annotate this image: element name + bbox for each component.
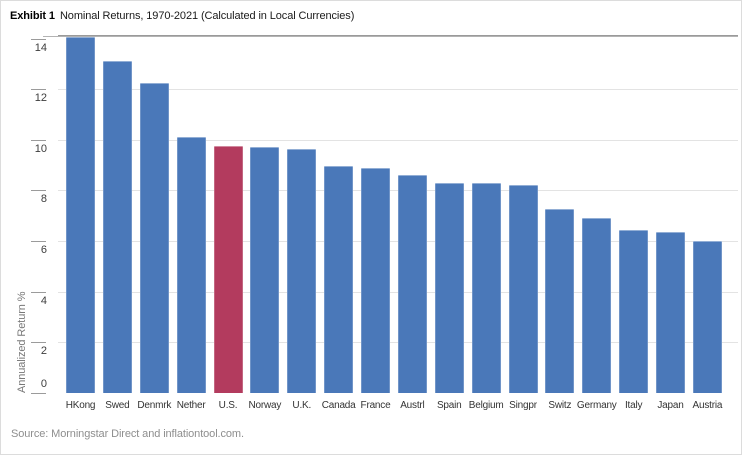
bar-column-france: France <box>361 36 391 411</box>
bar-column-swed: Swed <box>102 36 132 411</box>
bar-denmrk <box>139 83 169 393</box>
x-label-nether: Nether <box>176 400 206 411</box>
bar-swed <box>102 61 132 393</box>
bar-column-belgium: Belgium <box>469 36 504 411</box>
bar-austria <box>692 241 722 393</box>
y-tick-label-0: 0 <box>40 378 47 390</box>
y-tick-2 <box>31 342 46 343</box>
chart-title: Exhibit 1 Nominal Returns, 1970-2021 (Cal… <box>10 10 354 22</box>
x-label-italy: Italy <box>624 400 643 411</box>
y-tick-0 <box>31 393 46 394</box>
bar-uk <box>287 149 317 393</box>
y-tick-label-4: 4 <box>40 295 47 307</box>
x-label-norway: Norway <box>248 400 282 411</box>
bar-hkong <box>66 37 95 393</box>
bar-column-singpr: Singpr <box>508 36 538 411</box>
bar-germany <box>582 218 612 393</box>
bar-column-japan: Japan <box>656 36 685 411</box>
bar-column-denmrk: Denmrk <box>137 36 171 411</box>
x-label-hkong: HKong <box>65 400 96 411</box>
x-label-japan: Japan <box>657 400 684 411</box>
bar-norway <box>250 147 280 393</box>
source-note: Source: Morningstar Direct and inflation… <box>11 428 244 440</box>
y-tick-4 <box>31 292 46 293</box>
bar-spain <box>434 183 464 393</box>
y-tick-6 <box>31 241 46 242</box>
bar-switz <box>545 209 575 393</box>
x-label-spain: Spain <box>436 400 462 411</box>
bar-nether <box>176 137 206 393</box>
x-label-austrl: Austrl <box>400 400 425 411</box>
bar-italy <box>619 230 649 393</box>
y-axis-title: Annualized Return % <box>16 291 28 393</box>
x-label-austria: Austria <box>692 400 723 411</box>
bar-column-germany: Germany <box>577 36 617 411</box>
y-tick-8 <box>31 190 46 191</box>
x-label-uk: U.K. <box>292 400 312 411</box>
chart-title-text: Nominal Returns, 1970-2021 (Calculated i… <box>59 10 355 22</box>
bar-column-norway: Norway <box>249 36 281 411</box>
x-label-us: U.S. <box>218 400 238 411</box>
x-label-switz: Switz <box>548 400 572 411</box>
bar-column-hkong: HKong <box>66 36 95 411</box>
x-label-belgium: Belgium <box>468 400 504 411</box>
bar-column-switz: Switz <box>545 36 575 411</box>
x-axis-baseline <box>43 36 738 37</box>
y-tick-label-8: 8 <box>40 193 47 205</box>
y-tick-label-10: 10 <box>34 143 47 155</box>
bar-singpr <box>508 185 538 393</box>
y-tick-label-12: 12 <box>34 92 47 104</box>
bar-canada <box>324 166 354 393</box>
bar-belgium <box>471 183 501 393</box>
bar-column-us: U.S. <box>213 36 243 411</box>
x-label-france: France <box>360 400 391 411</box>
x-label-singpr: Singpr <box>509 400 537 411</box>
bar-column-italy: Italy <box>619 36 649 411</box>
bar-column-spain: Spain <box>434 36 464 411</box>
bar-us <box>213 146 243 393</box>
exhibit-label: Exhibit 1 <box>10 10 55 22</box>
x-label-denmrk: Denmrk <box>137 400 172 411</box>
x-label-germany: Germany <box>576 400 617 411</box>
bar-japan <box>656 232 685 393</box>
bar-column-uk: U.K. <box>287 36 317 411</box>
y-tick-label-6: 6 <box>40 244 47 256</box>
plot-area: Annualized Return % 0 2 4 6 8 10 12 14 HKong Swe… <box>16 35 738 411</box>
y-tick-label-2: 2 <box>40 345 47 357</box>
x-label-canada: Canada <box>321 400 356 411</box>
bar-column-canada: Canada <box>322 36 356 411</box>
bar-column-austrl: Austrl <box>397 36 427 411</box>
gridline-12 <box>58 89 738 90</box>
bar-austrl <box>397 175 427 393</box>
bar-france <box>361 168 390 393</box>
y-tick-10 <box>31 140 46 141</box>
bars-layer: HKong Swed Denmrk Nether U.S. Norway U.K. Canad… <box>58 36 738 411</box>
bar-column-austria: Austria <box>692 36 722 411</box>
gridline-10 <box>58 140 738 141</box>
bar-column-nether: Nether <box>176 36 206 411</box>
x-label-swed: Swed <box>105 400 130 411</box>
y-tick-label-14: 14 <box>34 42 47 54</box>
y-tick-14 <box>31 39 46 40</box>
y-tick-12 <box>31 89 46 90</box>
